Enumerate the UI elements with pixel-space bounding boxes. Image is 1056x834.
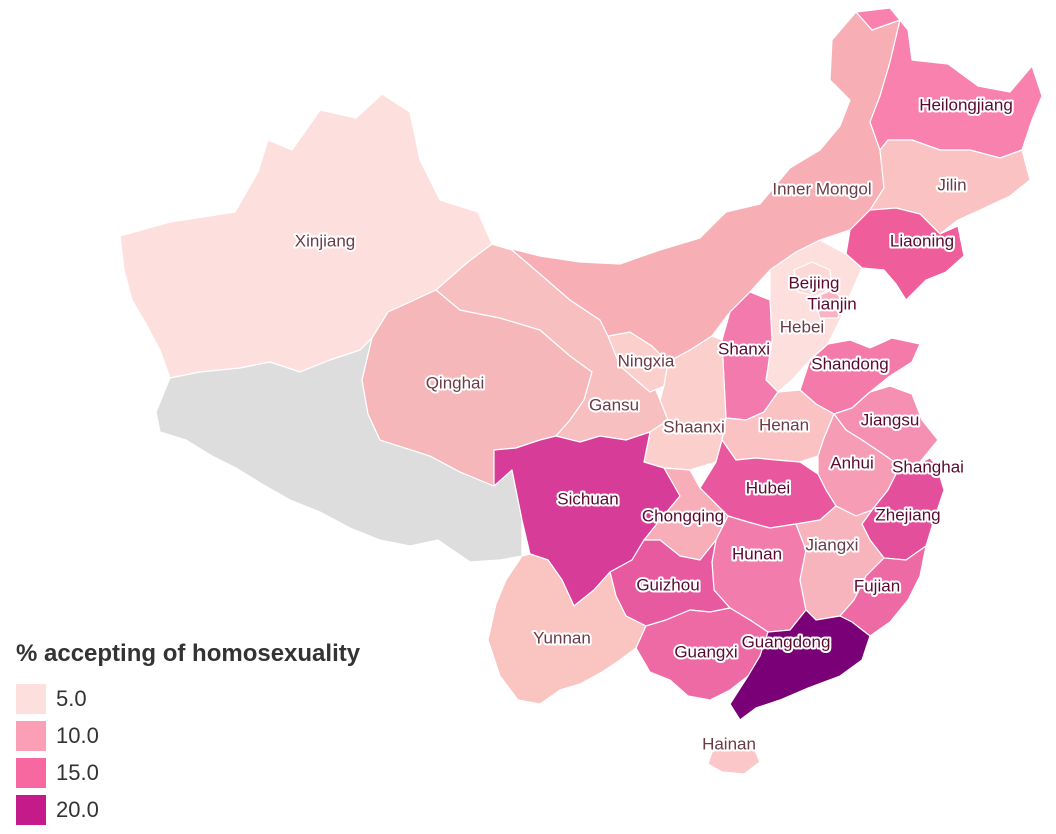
province-tianjin[interactable] xyxy=(813,289,845,319)
province-label-hubei: Hubei xyxy=(746,478,790,497)
province-label-shandong: Shandong xyxy=(811,354,889,373)
province-fujian[interactable] xyxy=(839,545,927,637)
province-label-hainan: Hainan xyxy=(702,734,756,753)
legend-item: 20.0 xyxy=(16,791,360,828)
province-beijing[interactable] xyxy=(793,261,833,297)
legend-swatch xyxy=(16,683,46,714)
province-label-guangdong: Guangdong xyxy=(742,632,831,651)
legend-swatch xyxy=(16,757,46,788)
province-label-jiangsu: Jiangsu xyxy=(861,410,920,429)
province-shaanxi[interactable] xyxy=(643,335,727,471)
province-label-chongqing: Chongqing xyxy=(642,506,724,525)
legend-items: 5.0 10.0 15.0 20.0 xyxy=(16,680,360,828)
province-label-jiangxi: Jiangxi xyxy=(806,535,859,554)
province-label-heilongjiang: Heilongjiang xyxy=(919,95,1013,114)
province-label-shaanxi: Shaanxi xyxy=(663,417,724,436)
province-label-hunan: Hunan xyxy=(732,544,782,563)
province-label-beijing: Beijing xyxy=(788,273,839,292)
province-label-tianjin: Tianjin xyxy=(807,294,856,313)
province-label-fujian: Fujian xyxy=(854,576,900,595)
province-label-guizhou: Guizhou xyxy=(636,575,699,594)
legend-title: % accepting of homosexuality xyxy=(16,640,361,667)
province-tibet[interactable] xyxy=(155,337,523,563)
legend-item: 15.0 xyxy=(16,754,360,791)
legend-label: 20.0 xyxy=(56,796,99,822)
province-label-sichuan: Sichuan xyxy=(557,489,618,508)
province-label-xinjiang: Xinjiang xyxy=(295,231,356,250)
legend-item: 5.0 xyxy=(16,680,360,717)
province-label-shanxi: Shanxi xyxy=(718,339,770,358)
province-yunnan[interactable] xyxy=(487,553,647,705)
province-label-liaoning: Liaoning xyxy=(890,231,954,250)
province-liaoning[interactable] xyxy=(845,207,965,301)
legend-item: 10.0 xyxy=(16,717,360,754)
province-label-gansu: Gansu xyxy=(589,395,639,414)
province-label-qinghai: Qinghai xyxy=(426,373,485,392)
province-label-ningxia: Ningxia xyxy=(618,351,675,370)
province-label-inner-mongol: Inner Mongol xyxy=(772,179,871,198)
province-label-jilin: Jilin xyxy=(937,175,966,194)
province-label-shanghai: Shanghai xyxy=(892,457,964,476)
province-label-henan: Henan xyxy=(759,415,809,434)
province-label-yunnan: Yunnan xyxy=(533,628,591,647)
legend-swatch xyxy=(16,794,46,825)
legend-label: 10.0 xyxy=(56,722,99,748)
legend: % accepting of homosexuality 5.0 10.0 15.0… xyxy=(16,640,360,828)
legend-swatch xyxy=(16,720,46,751)
province-label-zhejiang: Zhejiang xyxy=(875,505,940,524)
province-label-anhui: Anhui xyxy=(830,453,873,472)
province-guangdong[interactable] xyxy=(729,609,871,721)
legend-label: 15.0 xyxy=(56,759,99,785)
province-hainan[interactable] xyxy=(707,743,761,775)
legend-label: 5.0 xyxy=(56,685,87,711)
province-label-guangxi: Guangxi xyxy=(674,642,737,661)
province-label-hebei: Hebei xyxy=(780,317,824,336)
